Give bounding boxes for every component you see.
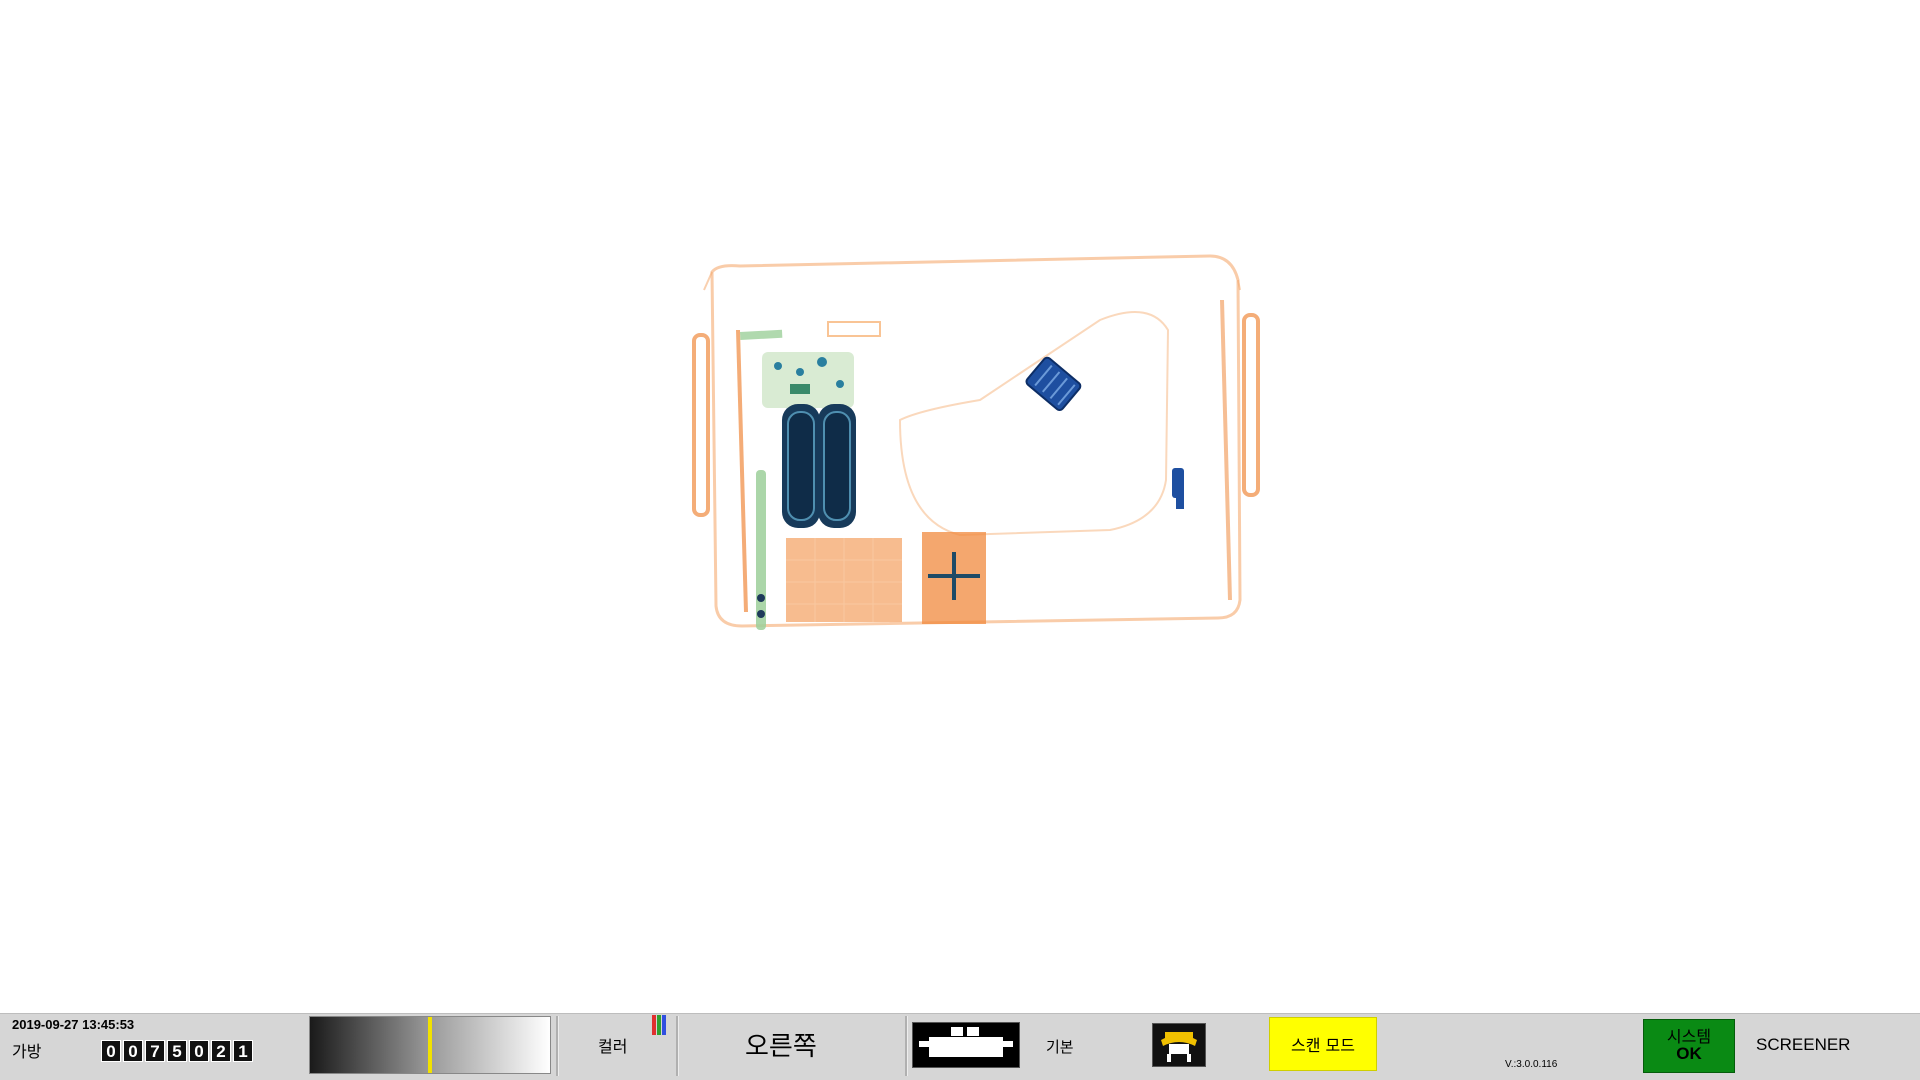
xray-scan-view[interactable] <box>0 0 1920 1013</box>
bag-counter: 0 0 7 5 0 2 1 <box>101 1040 253 1062</box>
divider <box>905 1016 908 1076</box>
conveyor-belt-icon <box>919 1027 1013 1057</box>
operator-icon <box>1161 1032 1197 1062</box>
operator-button[interactable] <box>1152 1023 1206 1067</box>
counter-digit: 0 <box>101 1040 121 1062</box>
density-gradient-slider[interactable] <box>309 1016 551 1074</box>
bag-label: 가방 <box>12 1042 42 1061</box>
gradient-marker[interactable] <box>427 1017 432 1073</box>
datetime-label: 2019-09-27 13:45:53 <box>12 1017 135 1032</box>
user-role-label: SCREENER <box>1756 1035 1851 1054</box>
divider <box>676 1016 679 1076</box>
xray-bag-image <box>692 254 1260 630</box>
counter-digit: 0 <box>123 1040 143 1062</box>
system-status-indicator: 시스템 OK <box>1643 1019 1735 1073</box>
preset-label: 기본 <box>1046 1038 1074 1056</box>
conveyor-belt-button[interactable] <box>912 1022 1020 1068</box>
divider <box>556 1016 559 1076</box>
scan-mode-button[interactable]: 스캔 모드 <box>1269 1017 1377 1071</box>
counter-digit: 0 <box>189 1040 209 1062</box>
version-label: V.:3.0.0.116 <box>1505 1059 1558 1070</box>
counter-digit: 5 <box>167 1040 187 1062</box>
counter-digit: 7 <box>145 1040 165 1062</box>
system-status-value: OK <box>1676 1044 1702 1064</box>
color-mode-button[interactable]: 컬러 <box>598 1037 628 1056</box>
counter-digit: 1 <box>233 1040 253 1062</box>
system-status-title: 시스템 <box>1666 1026 1712 1046</box>
color-bars-icon[interactable] <box>652 1015 666 1035</box>
counter-digit: 2 <box>211 1040 231 1062</box>
view-side-button[interactable]: 오른쪽 <box>745 1032 817 1062</box>
status-bar: 2019-09-27 13:45:53 가방 0 0 7 5 0 2 1 컬러 … <box>0 1013 1920 1080</box>
